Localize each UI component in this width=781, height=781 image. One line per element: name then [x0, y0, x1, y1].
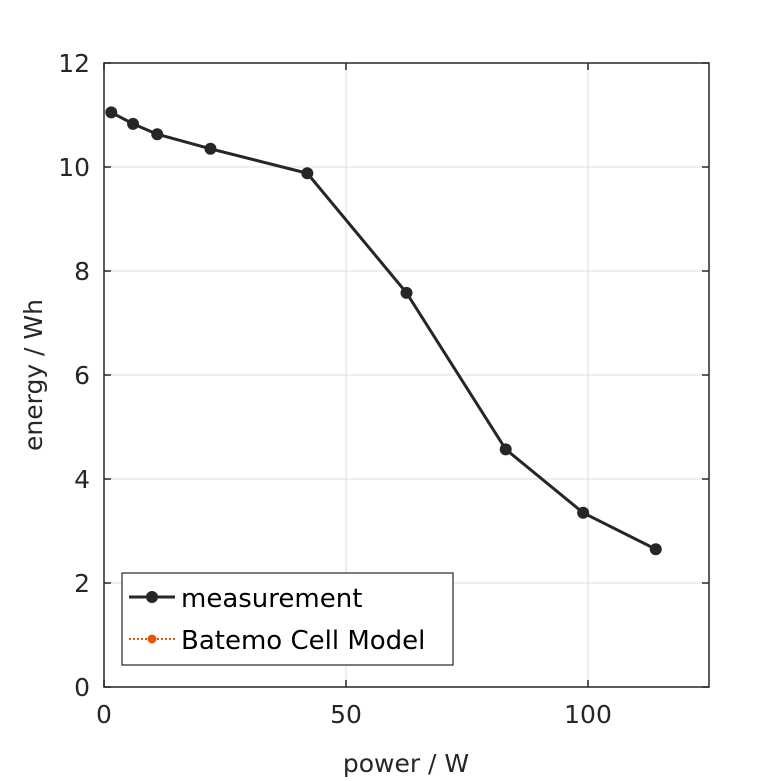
x-axis-label: power / W [343, 749, 469, 778]
data-point [301, 167, 314, 180]
legend-label-batemo: Batemo Cell Model [181, 626, 425, 656]
y-tick-label: 12 [58, 49, 90, 78]
data-point [127, 117, 140, 130]
x-tick-label: 0 [96, 700, 112, 729]
legend-box [121, 572, 454, 666]
data-point [499, 443, 512, 456]
y-tick-label: 8 [74, 257, 90, 286]
data-point [649, 543, 662, 556]
legend-label-measurement: measurement [181, 584, 362, 614]
y-tick-label: 2 [74, 569, 90, 598]
ticks: 0 50 100 0 2 4 6 8 10 12 [58, 49, 709, 729]
y-tick-label: 0 [74, 673, 90, 702]
data-point [151, 128, 164, 141]
legend-swatch-measurement-marker [146, 591, 158, 603]
y-axis-label: energy / Wh [19, 299, 48, 451]
legend: measurement Batemo Cell Model [121, 572, 454, 666]
data-point [577, 506, 590, 519]
x-tick-label: 100 [564, 700, 612, 729]
data-point [105, 106, 118, 119]
y-tick-label: 6 [74, 361, 90, 390]
y-tick-label: 4 [74, 465, 90, 494]
y-tick-label: 10 [58, 153, 90, 182]
x-tick-label: 50 [330, 700, 362, 729]
legend-swatch-batemo-marker [147, 634, 157, 644]
data-point [204, 142, 217, 155]
series [105, 106, 662, 556]
data-point [400, 286, 413, 299]
